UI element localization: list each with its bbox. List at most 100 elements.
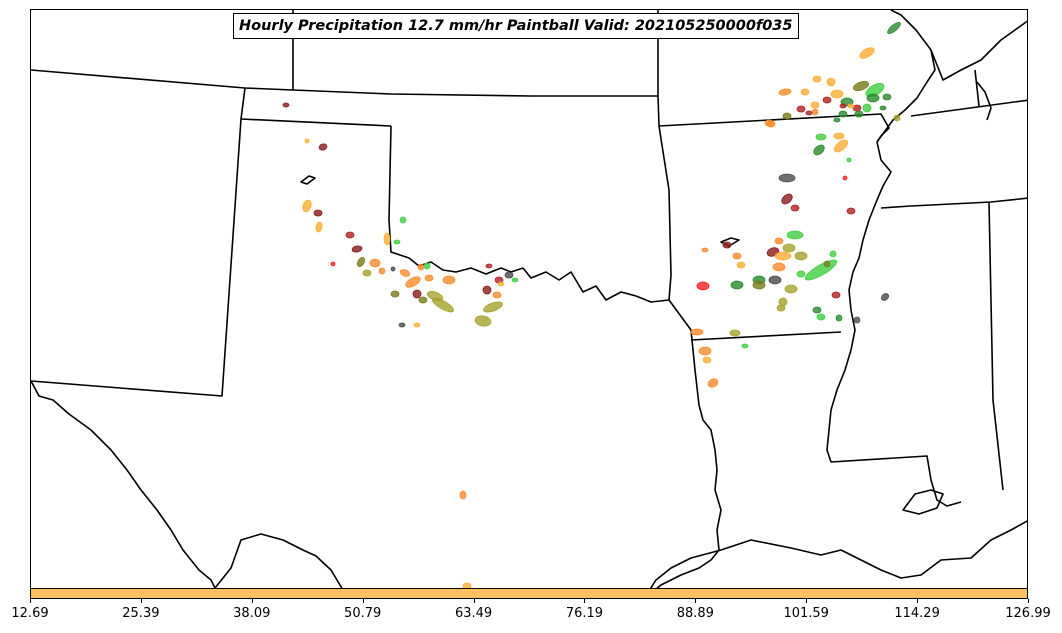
colorbar-tick-label: 114.29 bbox=[894, 606, 940, 621]
precipitation-blob bbox=[831, 291, 841, 299]
mississippi-river-north bbox=[876, 10, 936, 143]
precipitation-blob bbox=[778, 88, 792, 96]
precipitation-blob bbox=[835, 314, 843, 322]
precipitation-blob bbox=[810, 101, 820, 109]
red-river-border bbox=[388, 125, 670, 303]
precipitation-blob bbox=[829, 250, 837, 258]
precipitation-blob bbox=[852, 80, 870, 92]
colorbar-tick-label: 25.39 bbox=[122, 606, 160, 621]
precipitation-blob bbox=[804, 259, 838, 281]
colorbar-tick-mark bbox=[30, 599, 31, 603]
precipitation-blob bbox=[846, 207, 856, 215]
precipitation-blob bbox=[398, 322, 406, 328]
louisiana-north-border bbox=[690, 331, 842, 341]
colorbar-tick-label: 63.49 bbox=[454, 606, 493, 621]
precipitation-blob bbox=[823, 260, 831, 268]
precipitation-blob bbox=[304, 138, 310, 144]
texas-southwest-border bbox=[31, 380, 346, 598]
precipitation-blob bbox=[854, 110, 864, 118]
precipitation-blob bbox=[701, 247, 709, 253]
precipitation-blob bbox=[833, 132, 845, 140]
state-boundaries bbox=[31, 10, 1027, 598]
precipitation-blob bbox=[362, 269, 372, 277]
precipitation-blob bbox=[794, 251, 808, 261]
precipitation-blob bbox=[741, 343, 749, 349]
precipitation-blob bbox=[504, 271, 514, 279]
precipitation-blob bbox=[796, 270, 806, 278]
alabama-north-border bbox=[880, 197, 1027, 209]
precipitation-blob bbox=[776, 304, 786, 312]
precipitation-blob bbox=[690, 328, 704, 336]
precipitation-blob bbox=[732, 252, 742, 260]
colorado-east-border bbox=[240, 87, 246, 120]
precipitation-blob bbox=[405, 276, 421, 288]
arkansas-north-border bbox=[657, 95, 890, 143]
precipitation-blob bbox=[833, 117, 841, 123]
map-title: Hourly Precipitation 12.7 mm/hr Paintbal… bbox=[233, 13, 799, 39]
precipitation-blob bbox=[812, 75, 822, 83]
colorbar-tick-mark bbox=[917, 599, 919, 603]
colorbar-tick-label: 38.09 bbox=[233, 606, 271, 621]
precipitation-blob bbox=[822, 96, 832, 104]
texas-east-border bbox=[668, 299, 700, 406]
colorbar-tick-mark bbox=[140, 599, 142, 603]
precipitation-blob bbox=[853, 316, 861, 324]
precipitation-blob bbox=[369, 258, 381, 268]
precipitation-blob bbox=[330, 261, 336, 267]
arkansas-west-border bbox=[658, 125, 672, 301]
colorbar bbox=[30, 588, 1028, 599]
precipitation-blob bbox=[356, 257, 366, 267]
map-panel bbox=[30, 9, 1028, 599]
precipitation-blob bbox=[378, 267, 386, 275]
precipitation-blob bbox=[412, 289, 422, 299]
precipitation-blob bbox=[729, 329, 741, 337]
colorbar-tick-mark bbox=[1028, 599, 1029, 603]
precipitation-blob bbox=[474, 315, 492, 327]
precipitation-blob bbox=[796, 105, 806, 113]
precipitation-blob bbox=[424, 274, 434, 282]
precipitation-blob bbox=[702, 356, 712, 364]
alabama-west-border bbox=[988, 201, 1004, 491]
precipitation-blob bbox=[302, 199, 312, 213]
precipitation-blob bbox=[399, 216, 407, 224]
precipitation-blob bbox=[839, 103, 847, 109]
precipitation-blob bbox=[698, 346, 712, 356]
precipitation-blob bbox=[459, 490, 467, 500]
precipitation-blob bbox=[862, 103, 872, 113]
precipitation-blob bbox=[707, 378, 719, 388]
new-mexico-south-border bbox=[31, 118, 242, 397]
colorbar-tick-mark bbox=[806, 599, 808, 603]
colorbar-tick-mark bbox=[362, 599, 364, 603]
precipitation-blob bbox=[833, 139, 849, 153]
precipitation-blob bbox=[893, 114, 901, 122]
kansas-north-border bbox=[31, 69, 658, 97]
precipitation-blob bbox=[432, 297, 454, 313]
precipitation-blob bbox=[442, 275, 456, 285]
precipitation-blob bbox=[497, 281, 505, 287]
precipitation-blob bbox=[846, 157, 852, 163]
ohio-river bbox=[930, 20, 1027, 81]
precipitation-blob bbox=[842, 175, 848, 181]
gulf-coast bbox=[643, 520, 1027, 598]
precipitation-blob bbox=[393, 239, 401, 245]
precipitation-blob bbox=[813, 144, 825, 156]
colorbar-tick-label: 12.69 bbox=[11, 606, 49, 621]
precipitation-blob bbox=[485, 263, 493, 269]
precipitation-blob bbox=[696, 281, 710, 291]
precipitation-blob bbox=[768, 275, 782, 285]
precipitation-blob bbox=[778, 173, 796, 183]
kentucky-lake bbox=[976, 81, 992, 121]
precipitation-paintball-blobs bbox=[282, 21, 901, 590]
precipitation-blob bbox=[752, 280, 766, 290]
precipitation-blob bbox=[826, 77, 836, 87]
precipitation-blob bbox=[390, 266, 396, 272]
precipitation-blob bbox=[313, 209, 323, 217]
colorbar-tick-label: 126.99 bbox=[1005, 606, 1051, 621]
precipitation-blob bbox=[766, 120, 776, 128]
precipitation-blob bbox=[782, 243, 796, 253]
precipitation-blob bbox=[722, 241, 732, 249]
precipitation-blob bbox=[736, 261, 746, 269]
precipitation-blob bbox=[812, 306, 822, 314]
colorbar-tick-mark bbox=[473, 599, 475, 603]
precipitation-blob bbox=[482, 285, 492, 295]
